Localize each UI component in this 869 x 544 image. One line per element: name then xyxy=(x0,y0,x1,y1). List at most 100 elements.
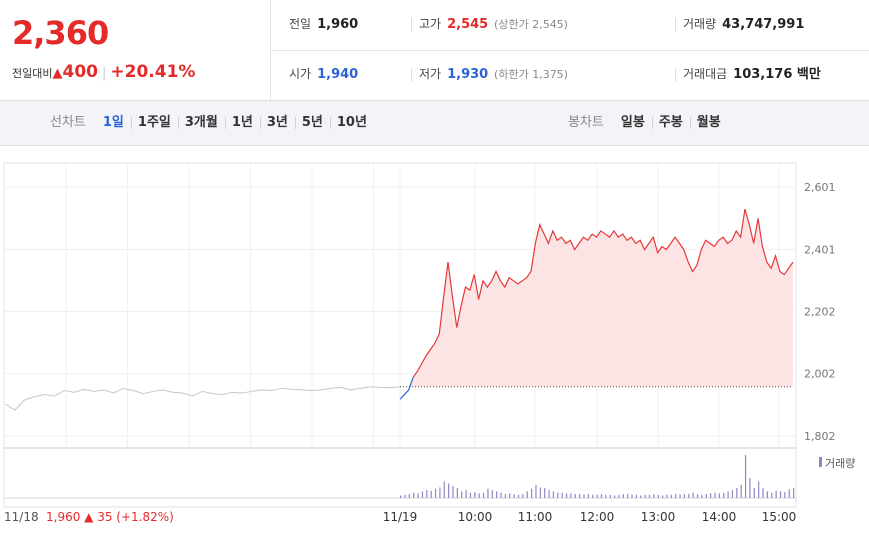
candle-weekly-tab[interactable]: 주봉 xyxy=(651,101,690,145)
volume-bar xyxy=(461,491,463,498)
stat-value: 43,747,991 xyxy=(722,17,805,32)
y-tick-label: 2,002 xyxy=(804,368,836,381)
stat-value: 1,960 xyxy=(317,17,359,32)
volume-bar xyxy=(613,495,616,498)
volume-bar xyxy=(421,491,424,498)
volume-bar xyxy=(696,494,699,498)
stat-value: 103,176 백만 xyxy=(733,67,821,82)
stat-label: 거래량 xyxy=(683,17,717,31)
volume-bar xyxy=(452,486,454,498)
x-tick-label: 12:00 xyxy=(580,510,615,524)
period-1w-tab[interactable]: 1주일 xyxy=(130,101,178,145)
x-tick-label: 11/18 xyxy=(4,510,39,524)
change-label: 전일대비 xyxy=(12,67,53,80)
volume-bar xyxy=(692,492,694,498)
chart-period-toolbar: 선차트 1일 1주일 3개월 1년 3년 5년 10년 봉차트 일봉 주봉 월봉 xyxy=(0,100,869,146)
volume-bar xyxy=(570,493,572,498)
volume-bar xyxy=(448,483,450,498)
volume-bar xyxy=(500,492,502,498)
volume-bar xyxy=(491,490,493,498)
candle-daily-tab[interactable]: 일봉 xyxy=(620,115,645,130)
volume-bar xyxy=(718,493,720,498)
volume-bar xyxy=(753,488,755,498)
x-tick-label: 13:00 xyxy=(641,510,676,524)
volume-bar xyxy=(605,494,607,498)
period-10y-tab[interactable]: 10년 xyxy=(329,101,374,145)
stat-label: 저가 xyxy=(419,67,442,81)
today-line-above xyxy=(412,208,794,378)
volume-bar xyxy=(517,494,520,498)
volume-legend-swatch xyxy=(819,457,822,467)
volume-bar xyxy=(758,481,760,498)
volume-bar xyxy=(675,494,677,498)
volume-bar xyxy=(784,492,786,498)
volume-bar xyxy=(596,494,598,498)
period-3y-tab[interactable]: 3년 xyxy=(259,101,295,145)
period-1d-tab[interactable]: 1일 xyxy=(102,115,124,130)
volume-legend-label: 거래량 xyxy=(825,457,855,470)
stat-low: 저가 1,930 (하한가 1,375) xyxy=(411,50,568,100)
volume-bar xyxy=(408,494,410,498)
volume-bar xyxy=(535,484,537,498)
volume-bar xyxy=(662,495,664,498)
x-tick-label: 11:00 xyxy=(518,510,553,524)
stats-row: 시가 1,940 저가 1,930 (하한가 1,375) 거래대금 103,176 … xyxy=(271,50,869,100)
volume-bar xyxy=(400,495,402,498)
volume-bar xyxy=(749,478,751,498)
chart-labels: 2,601 2,401 2,202 2,002 1,802 거래량 11/18 1,960 ▲… xyxy=(4,181,855,524)
volume-bar xyxy=(583,494,585,498)
volume-bar xyxy=(548,490,550,498)
stat-value: 1,940 xyxy=(317,67,359,82)
volume-bar xyxy=(714,492,716,498)
quote-header: 2,360 전일대비▲400 | +20.41% 전일 1,960 고가 2,545 (… xyxy=(0,0,869,101)
volume-bar xyxy=(648,494,651,498)
volume-bar xyxy=(496,491,498,498)
price-stats: 전일 1,960 고가 2,545 (상한가 2,545) 거래량 43,747,99… xyxy=(270,0,869,100)
volume-bar xyxy=(426,490,428,498)
period-1y-tab[interactable]: 1년 xyxy=(224,101,260,145)
volume-bar xyxy=(592,494,594,498)
volume-bar xyxy=(469,492,472,498)
volume-bar xyxy=(705,494,707,498)
y-tick-label: 2,601 xyxy=(804,181,836,194)
price-series xyxy=(4,208,794,411)
volume-bar xyxy=(679,494,681,498)
volume-bar xyxy=(413,492,415,498)
volume-bar xyxy=(779,491,782,498)
volume-bar xyxy=(526,491,528,498)
volume-bar xyxy=(710,493,712,498)
stat-sub: (상한가 2,545) xyxy=(494,18,568,31)
volume-bar xyxy=(766,491,768,498)
volume-bar xyxy=(561,492,563,498)
period-5y-tab[interactable]: 5년 xyxy=(294,101,330,145)
volume-bar xyxy=(434,488,437,498)
volume-bar xyxy=(509,493,511,498)
today-line-below xyxy=(399,377,414,400)
stat-label: 시가 xyxy=(289,67,312,81)
volume-bar xyxy=(557,492,559,498)
volume-bar xyxy=(744,455,747,498)
volume-bar xyxy=(609,494,611,498)
y-tick-label: 2,401 xyxy=(804,243,836,256)
change-percent: +20.41% xyxy=(110,62,196,82)
candle-monthly-tab[interactable]: 월봉 xyxy=(689,101,728,145)
volume-bar xyxy=(574,494,576,498)
period-3m-tab[interactable]: 3개월 xyxy=(177,101,225,145)
x-tick-label: 11/19 xyxy=(383,510,418,524)
stat-label: 전일 xyxy=(289,17,312,31)
stat-high: 고가 2,545 (상한가 2,545) xyxy=(411,0,568,50)
volume-bar xyxy=(552,491,555,498)
volume-bar xyxy=(771,492,773,498)
volume-bar xyxy=(701,494,703,498)
prev-day-summary: 1,960 ▲ 35 (+1.82%) xyxy=(46,510,174,524)
volume-bar xyxy=(487,488,489,498)
x-tick-label: 14:00 xyxy=(702,510,737,524)
volume-bar xyxy=(688,494,690,498)
volume-bar xyxy=(666,494,668,498)
stat-value: 2,545 xyxy=(447,17,489,32)
stat-trade-amount: 거래대금 103,176 백만 xyxy=(675,50,821,100)
volume-bar xyxy=(635,494,637,498)
stat-sub: (하한가 1,375) xyxy=(494,68,568,81)
volume-bar xyxy=(670,494,672,498)
